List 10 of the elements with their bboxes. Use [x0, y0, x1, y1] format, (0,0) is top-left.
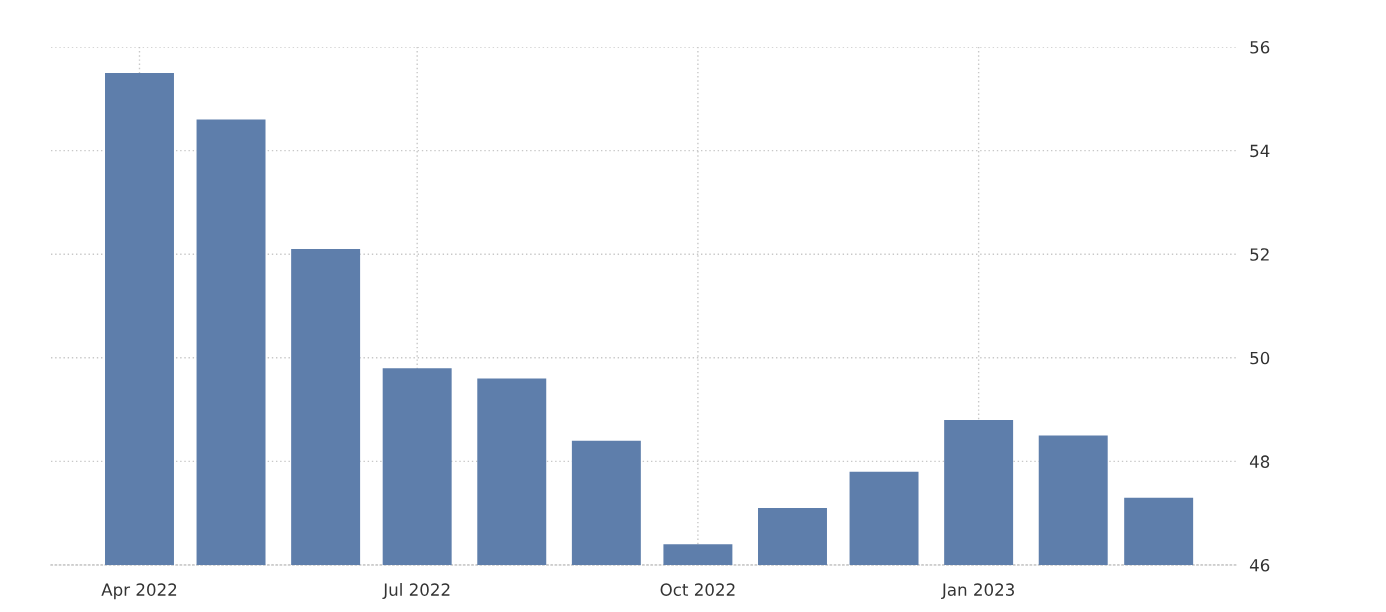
y-tick-label: 52 [1250, 248, 1269, 261]
y-tick-label: 54 [1250, 144, 1270, 158]
y-tick-label: 56 [1250, 40, 1270, 54]
y-tick-label: 48 [1249, 455, 1270, 468]
x-tick-label: Oct 2022 [660, 583, 735, 596]
x-tick-label: Jul 2022 [382, 583, 450, 600]
y-tick-label: 50 [1250, 351, 1270, 365]
y-tick-label: 46 [1249, 558, 1270, 572]
x-tick-label: Apr 2022 [101, 583, 177, 600]
x-tick-label: Jan 2023 [941, 583, 1014, 600]
